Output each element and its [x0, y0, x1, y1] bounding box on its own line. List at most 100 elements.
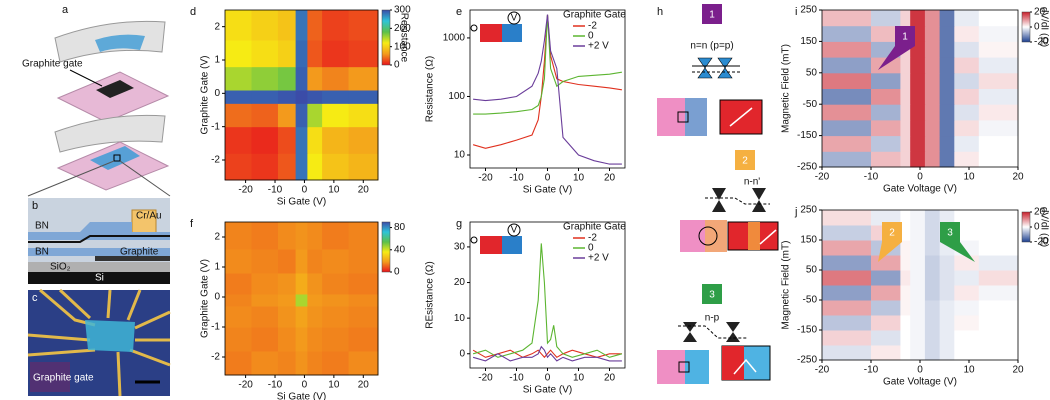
heat-cell — [295, 40, 308, 68]
heat-cell — [954, 135, 980, 152]
annotation: 1 — [902, 32, 908, 43]
x-axis-label: Gate Voltage (V) — [883, 377, 957, 388]
heat-cell — [939, 104, 955, 121]
heat-cell — [307, 222, 323, 250]
heat-cell — [277, 90, 297, 104]
colorbar-tick-label: 100 — [394, 41, 411, 52]
annotation: Graphite gate — [33, 373, 94, 384]
heat-cell — [924, 210, 941, 226]
y-tick-label: -50 — [803, 295, 818, 306]
heat-cell — [348, 103, 379, 128]
heat-cell — [978, 345, 1019, 361]
heat-cell — [322, 103, 350, 128]
x-tick-label: -20 — [815, 365, 830, 376]
region — [680, 220, 705, 252]
heat-cell — [924, 104, 941, 121]
y-tick-label: 2 — [214, 21, 220, 32]
heat-cell — [307, 90, 323, 104]
x-tick-label: -20 — [815, 172, 830, 183]
heat-cell — [251, 126, 279, 154]
heat-cell — [225, 66, 252, 91]
regime-badge — [702, 284, 722, 304]
y-tick-label: 0 — [459, 348, 465, 359]
y-tick-label: 30 — [454, 242, 466, 253]
regime-number: 1 — [709, 10, 715, 21]
oxide — [28, 262, 170, 272]
x-tick-label: 20 — [358, 380, 370, 391]
heat-cell — [295, 126, 308, 154]
heat-cell — [251, 40, 279, 68]
heat-cell — [978, 240, 1019, 256]
x-tick-label: 0 — [545, 373, 551, 384]
y-tick-label: 1 — [214, 55, 220, 66]
heat-cell — [900, 88, 911, 105]
heat-cell — [307, 273, 323, 295]
heat-cell — [954, 300, 980, 316]
flake — [95, 34, 145, 52]
panel-label: e — [456, 6, 462, 18]
y-tick-label: -1 — [211, 121, 220, 132]
heat-cell — [307, 40, 323, 68]
heat-cell — [322, 273, 350, 295]
x-tick-label: 20 — [1012, 365, 1024, 376]
zoom-box — [677, 111, 689, 123]
heat-cell — [322, 66, 350, 91]
heat-cell — [900, 300, 911, 316]
heat-cell — [822, 104, 872, 121]
y-tick-label: 100 — [448, 91, 465, 102]
y-tick-label: 1 — [214, 262, 220, 273]
heat-cell — [939, 41, 955, 58]
heat-cell — [954, 345, 980, 361]
regime-text: n-p — [705, 313, 720, 324]
heat-cell — [900, 57, 911, 74]
panel-h: h 1 n=n (p=p) 2 n-n' 3 n-p — [657, 4, 779, 384]
x-tick-label: 10 — [963, 365, 975, 376]
plot-frame — [224, 9, 379, 181]
heat-cell — [910, 88, 926, 105]
trajectory — [729, 107, 753, 127]
heat-cell — [277, 273, 297, 295]
heat-cell — [954, 285, 980, 301]
heat-cell — [900, 225, 911, 241]
colorbar-tick-label: 0 — [1034, 22, 1040, 33]
heat-cell — [954, 25, 980, 42]
heat-cell — [910, 300, 926, 316]
legend-label: 0 — [588, 31, 594, 42]
regime-badge — [735, 150, 755, 170]
trajectory — [733, 358, 757, 375]
heat-cell — [939, 285, 955, 301]
y-tick-label: 10 — [454, 313, 466, 324]
series-line — [473, 14, 622, 115]
inset-meter-label: V — [511, 225, 518, 236]
heat-cell — [900, 210, 911, 226]
heat-cell — [910, 225, 926, 241]
zoom-line — [27, 160, 115, 197]
heat-cell — [871, 285, 901, 301]
heat-cell — [910, 10, 926, 27]
heat-cell — [939, 345, 955, 361]
heat-cell — [871, 255, 901, 271]
colorbar — [381, 221, 391, 273]
layer-label: BN — [35, 247, 49, 258]
heat-cell — [822, 72, 872, 89]
heat-cell — [978, 135, 1019, 152]
regime-text: n-n' — [744, 177, 760, 188]
layer-label: BN — [35, 221, 49, 232]
heat-cell — [978, 57, 1019, 74]
panel-b: b BN Cr/Au BN Graphite SiO₂ Si — [28, 198, 170, 284]
y-tick-label: 50 — [806, 67, 818, 78]
y-tick-label: 150 — [800, 235, 817, 246]
heat-cell — [910, 285, 926, 301]
heat-cell — [954, 270, 980, 286]
panel-label: j — [794, 206, 797, 218]
region — [685, 98, 707, 136]
heat-cell — [871, 72, 901, 89]
heat-cell — [295, 249, 308, 274]
legend-label: -2 — [588, 233, 597, 244]
heat-cell — [307, 103, 323, 128]
cones — [697, 57, 733, 79]
colorbar-tick-label: 0 — [394, 267, 400, 278]
panel-label: b — [32, 200, 38, 212]
